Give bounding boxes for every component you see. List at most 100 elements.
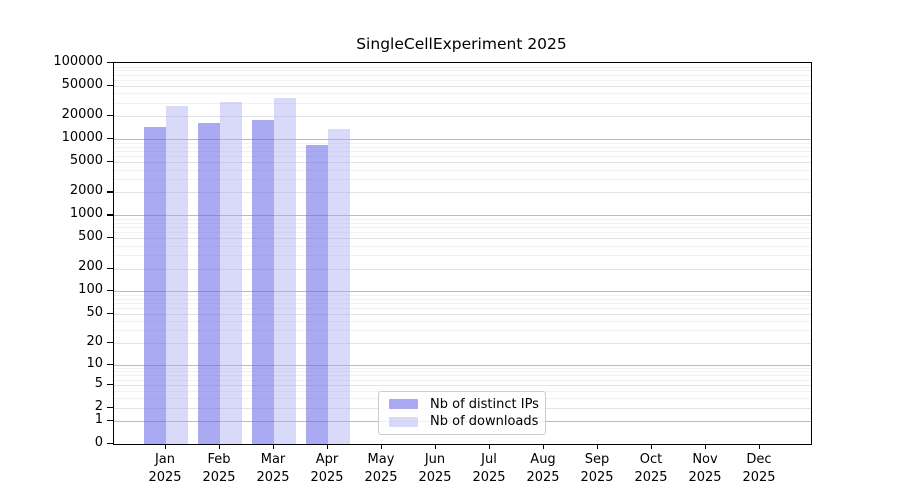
bar-nb-of-distinct-ips-jan: [144, 126, 166, 444]
x-tick-mark: [381, 444, 383, 449]
gridline: [114, 169, 811, 171]
y-tick-mark: [107, 237, 113, 239]
gridline: [114, 308, 811, 309]
gridline: [114, 74, 811, 76]
legend-swatch-downloads: [389, 416, 418, 427]
bar-nb-of-downloads-apr: [328, 129, 350, 444]
gridline: [114, 364, 811, 366]
gridline: [114, 371, 811, 373]
y-tick-mark: [107, 363, 113, 365]
x-tick-label: Oct 2025: [634, 452, 668, 485]
y-tick-label: 1000: [69, 206, 103, 222]
gridline: [114, 142, 811, 144]
gridline: [114, 291, 811, 293]
gridline: [114, 302, 811, 304]
gridline: [114, 102, 811, 104]
y-tick-mark: [107, 62, 113, 64]
gridline: [114, 218, 811, 220]
gridline: [114, 330, 811, 332]
legend-entry-downloads: Nb of downloads: [389, 414, 539, 430]
y-tick-label: 10: [86, 355, 103, 371]
y-tick-label: 50: [86, 304, 103, 320]
y-tick-label: 500: [78, 229, 103, 245]
gridline: [114, 70, 811, 72]
y-tick-label: 100000: [53, 54, 103, 69]
gridline: [114, 384, 811, 386]
legend-swatch-distinct-ips: [389, 399, 418, 410]
x-tick-label: May 2025: [364, 452, 398, 485]
y-tick-mark: [107, 383, 113, 385]
y-tick-mark: [107, 191, 113, 193]
gridline: [114, 146, 811, 148]
x-tick-label: Mar 2025: [256, 452, 290, 485]
y-tick-mark: [107, 406, 113, 408]
bar-nb-of-downloads-feb: [220, 102, 242, 444]
legend-label-downloads: Nb of downloads: [430, 414, 539, 430]
x-tick-label: Apr 2025: [310, 452, 344, 485]
y-tick-label: 0: [94, 435, 103, 450]
x-tick-mark: [651, 444, 653, 449]
x-tick-label: Nov 2025: [688, 452, 722, 485]
y-tick-mark: [107, 115, 113, 117]
x-tick-mark: [165, 444, 167, 449]
x-tick-mark: [759, 444, 761, 449]
gridline: [114, 255, 811, 257]
legend-entry-distinct-ips: Nb of distinct IPs: [389, 397, 539, 412]
gridline: [114, 85, 811, 87]
gridline: [114, 245, 811, 247]
gridline: [114, 321, 811, 323]
x-tick-mark: [705, 444, 707, 449]
gridline: [114, 379, 811, 381]
x-tick-mark: [597, 444, 599, 449]
y-tick-mark: [107, 214, 113, 216]
y-tick-label: 100: [78, 282, 103, 298]
y-tick-label: 20000: [61, 107, 103, 123]
x-tick-label: Aug 2025: [526, 452, 560, 485]
y-tick-label: 10000: [61, 130, 103, 146]
y-tick-label: 5000: [69, 153, 103, 169]
bar-nb-of-distinct-ips-apr: [306, 145, 328, 444]
gridline: [114, 375, 811, 377]
bar-nb-of-downloads-mar: [274, 98, 296, 444]
gridline: [114, 227, 811, 229]
gridline: [114, 116, 811, 118]
y-tick-label: 5: [94, 375, 103, 391]
x-tick-label: Dec 2025: [742, 452, 776, 485]
x-tick-label: Jul 2025: [472, 452, 506, 485]
x-tick-label: Sep 2025: [580, 452, 614, 485]
gridline: [114, 66, 811, 68]
bar-nb-of-distinct-ips-feb: [198, 122, 220, 444]
y-tick-mark: [107, 138, 113, 140]
gridline: [114, 139, 811, 141]
gridline: [114, 298, 811, 300]
y-tick-mark: [107, 84, 113, 87]
y-tick-label: 2000: [69, 183, 103, 199]
legend: Nb of distinct IPs Nb of downloads: [378, 391, 546, 435]
gridline: [114, 215, 811, 217]
bar-nb-of-downloads-jan: [166, 106, 188, 444]
gridline: [114, 268, 811, 270]
x-tick-mark: [435, 444, 437, 449]
gridline: [114, 93, 811, 95]
legend-label-distinct-ips: Nb of distinct IPs: [430, 396, 539, 412]
y-tick-label: 200: [78, 259, 103, 275]
x-tick-mark: [219, 444, 221, 449]
gridline: [114, 343, 811, 345]
gridline: [114, 232, 811, 234]
y-tick-label: 50000: [61, 76, 103, 92]
gridline: [114, 238, 811, 240]
gridline: [114, 162, 811, 164]
y-tick-label: 1: [94, 412, 103, 428]
x-tick-mark: [543, 444, 545, 449]
gridline: [114, 79, 811, 81]
y-tick-mark: [107, 267, 113, 269]
x-tick-label: Feb 2025: [202, 452, 236, 485]
y-tick-label: 20: [86, 334, 103, 350]
gridline: [114, 156, 811, 158]
plot-area: Nb of distinct IPs Nb of downloads: [113, 62, 812, 445]
gridline: [114, 313, 811, 315]
gridline: [114, 294, 811, 296]
gridline: [114, 222, 811, 224]
gridline: [114, 179, 811, 180]
